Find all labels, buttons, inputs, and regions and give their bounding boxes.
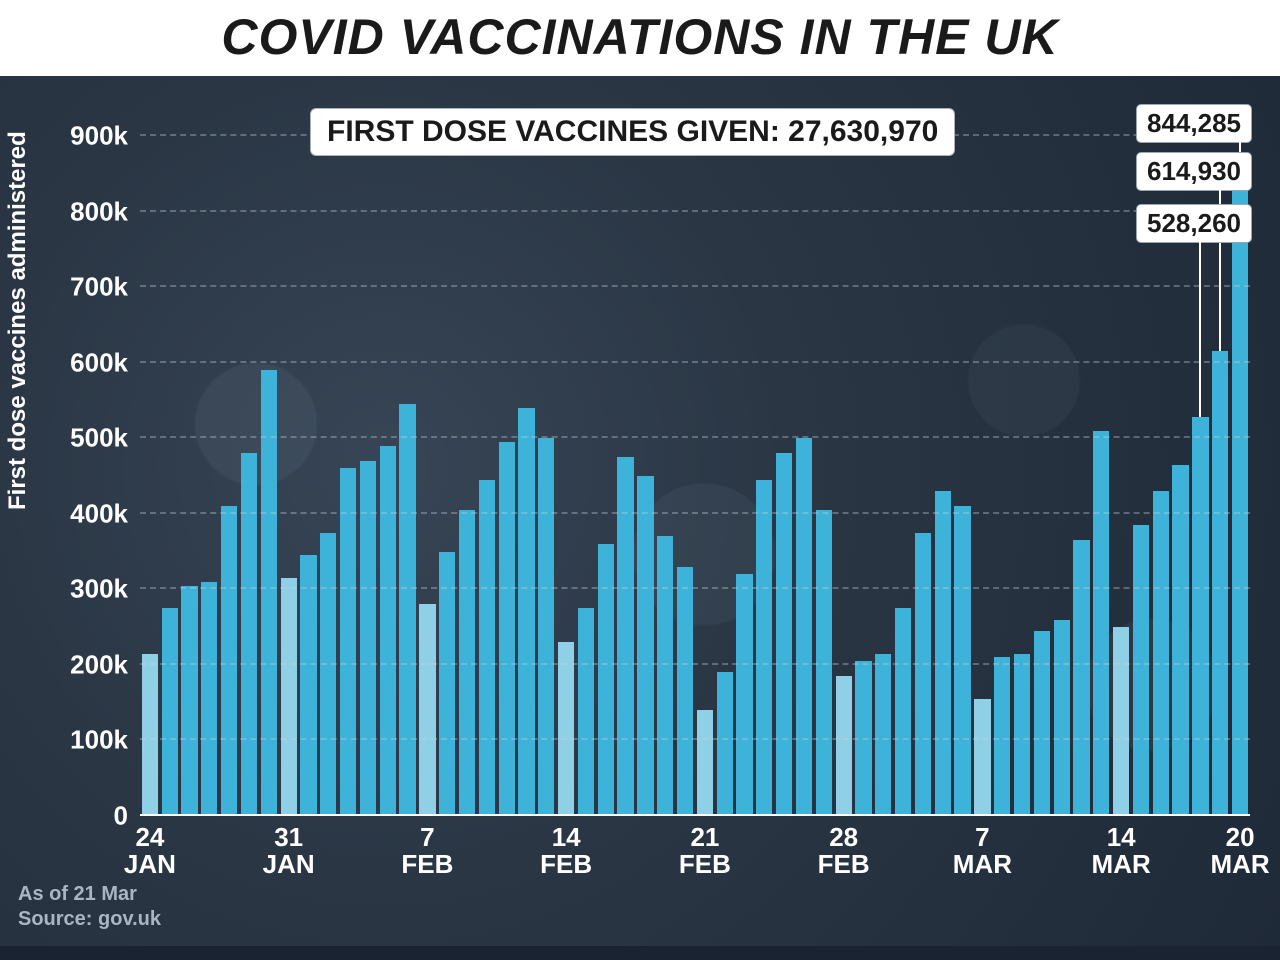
y-tick-label: 800k [70, 196, 128, 227]
gridline [140, 210, 1250, 212]
y-tick-label: 200k [70, 649, 128, 680]
y-tick-label: 900k [70, 121, 128, 152]
bar [994, 657, 1010, 816]
callout-label: 844,285 [1136, 104, 1252, 143]
bar [518, 408, 534, 816]
bar [241, 453, 257, 816]
stats-box: FIRST DOSE VACCINES GIVEN: 27,630,970 [310, 108, 955, 156]
x-tick-label: 14FEB [540, 824, 592, 879]
page-title: COVID VACCINATIONS IN THE UK [0, 8, 1280, 66]
bar [875, 654, 891, 816]
bar [1014, 654, 1030, 816]
y-tick-label: 300k [70, 574, 128, 605]
callout-label: 528,260 [1136, 204, 1252, 243]
gridline [140, 738, 1250, 740]
bar [637, 476, 653, 816]
gridline [140, 512, 1250, 514]
bar [380, 446, 396, 816]
footer-source: Source: gov.uk [18, 907, 161, 932]
bar [162, 608, 178, 816]
y-tick-label: 700k [70, 272, 128, 303]
bar [320, 533, 336, 816]
gridline [140, 361, 1250, 363]
bar [1113, 627, 1129, 816]
bar [974, 699, 990, 816]
bar [895, 608, 911, 816]
bar [677, 567, 693, 816]
bar [796, 438, 812, 816]
bar [1073, 540, 1089, 816]
bar [1232, 178, 1248, 816]
bar [1192, 417, 1208, 816]
bar [717, 672, 733, 816]
bar [479, 480, 495, 816]
y-tick-label: 400k [70, 498, 128, 529]
x-tick-label: 24JAN [124, 824, 176, 879]
bar [1133, 525, 1149, 816]
footer-date: As of 21 Mar [18, 882, 161, 907]
x-tick-label: 20MAR [1210, 824, 1269, 879]
title-bar: COVID VACCINATIONS IN THE UK [0, 0, 1280, 76]
x-tick-label: 31JAN [263, 824, 315, 879]
y-tick-label: 100k [70, 725, 128, 756]
bar [221, 506, 237, 816]
bar [558, 642, 574, 816]
x-tick-label: 21FEB [679, 824, 731, 879]
bar [281, 578, 297, 816]
bar [954, 506, 970, 816]
chart-area: First dose vaccines administered 0100k20… [0, 76, 1280, 946]
y-tick-label: 500k [70, 423, 128, 454]
bar [340, 468, 356, 816]
bar [736, 574, 752, 816]
bar [439, 552, 455, 816]
bar [538, 438, 554, 816]
plot-region: 0100k200k300k400k500k600k700k800k900k24J… [140, 136, 1250, 816]
bar [419, 604, 435, 816]
bar [399, 404, 415, 816]
y-axis-label: First dose vaccines administered [4, 131, 32, 510]
x-tick-label: 14MAR [1092, 824, 1151, 879]
bar [1172, 465, 1188, 816]
bar [697, 710, 713, 816]
bar [360, 461, 376, 816]
bar [915, 533, 931, 816]
gridline [140, 436, 1250, 438]
callout-label: 614,930 [1136, 152, 1252, 191]
bar [499, 442, 515, 816]
bar [578, 608, 594, 816]
bar [1093, 431, 1109, 816]
bar [657, 536, 673, 816]
x-tick-label: 7FEB [401, 824, 453, 879]
bar [1153, 491, 1169, 816]
bar [300, 555, 316, 816]
bar [776, 453, 792, 816]
bar [1034, 631, 1050, 816]
bar [935, 491, 951, 816]
x-tick-label: 7MAR [953, 824, 1012, 879]
bar [142, 654, 158, 816]
gridline [140, 285, 1250, 287]
gridline [140, 587, 1250, 589]
bars-container [140, 136, 1250, 816]
x-tick-label: 28FEB [818, 824, 870, 879]
bar [1054, 620, 1070, 816]
bar [836, 676, 852, 816]
x-axis-baseline [140, 814, 1250, 816]
callout-line [1199, 234, 1201, 417]
footer-note: As of 21 Mar Source: gov.uk [18, 882, 161, 932]
y-tick-label: 600k [70, 347, 128, 378]
bar [181, 586, 197, 816]
bar [598, 544, 614, 816]
gridline [140, 663, 1250, 665]
bar [1212, 351, 1228, 816]
bar [756, 480, 772, 816]
bar [201, 582, 217, 816]
